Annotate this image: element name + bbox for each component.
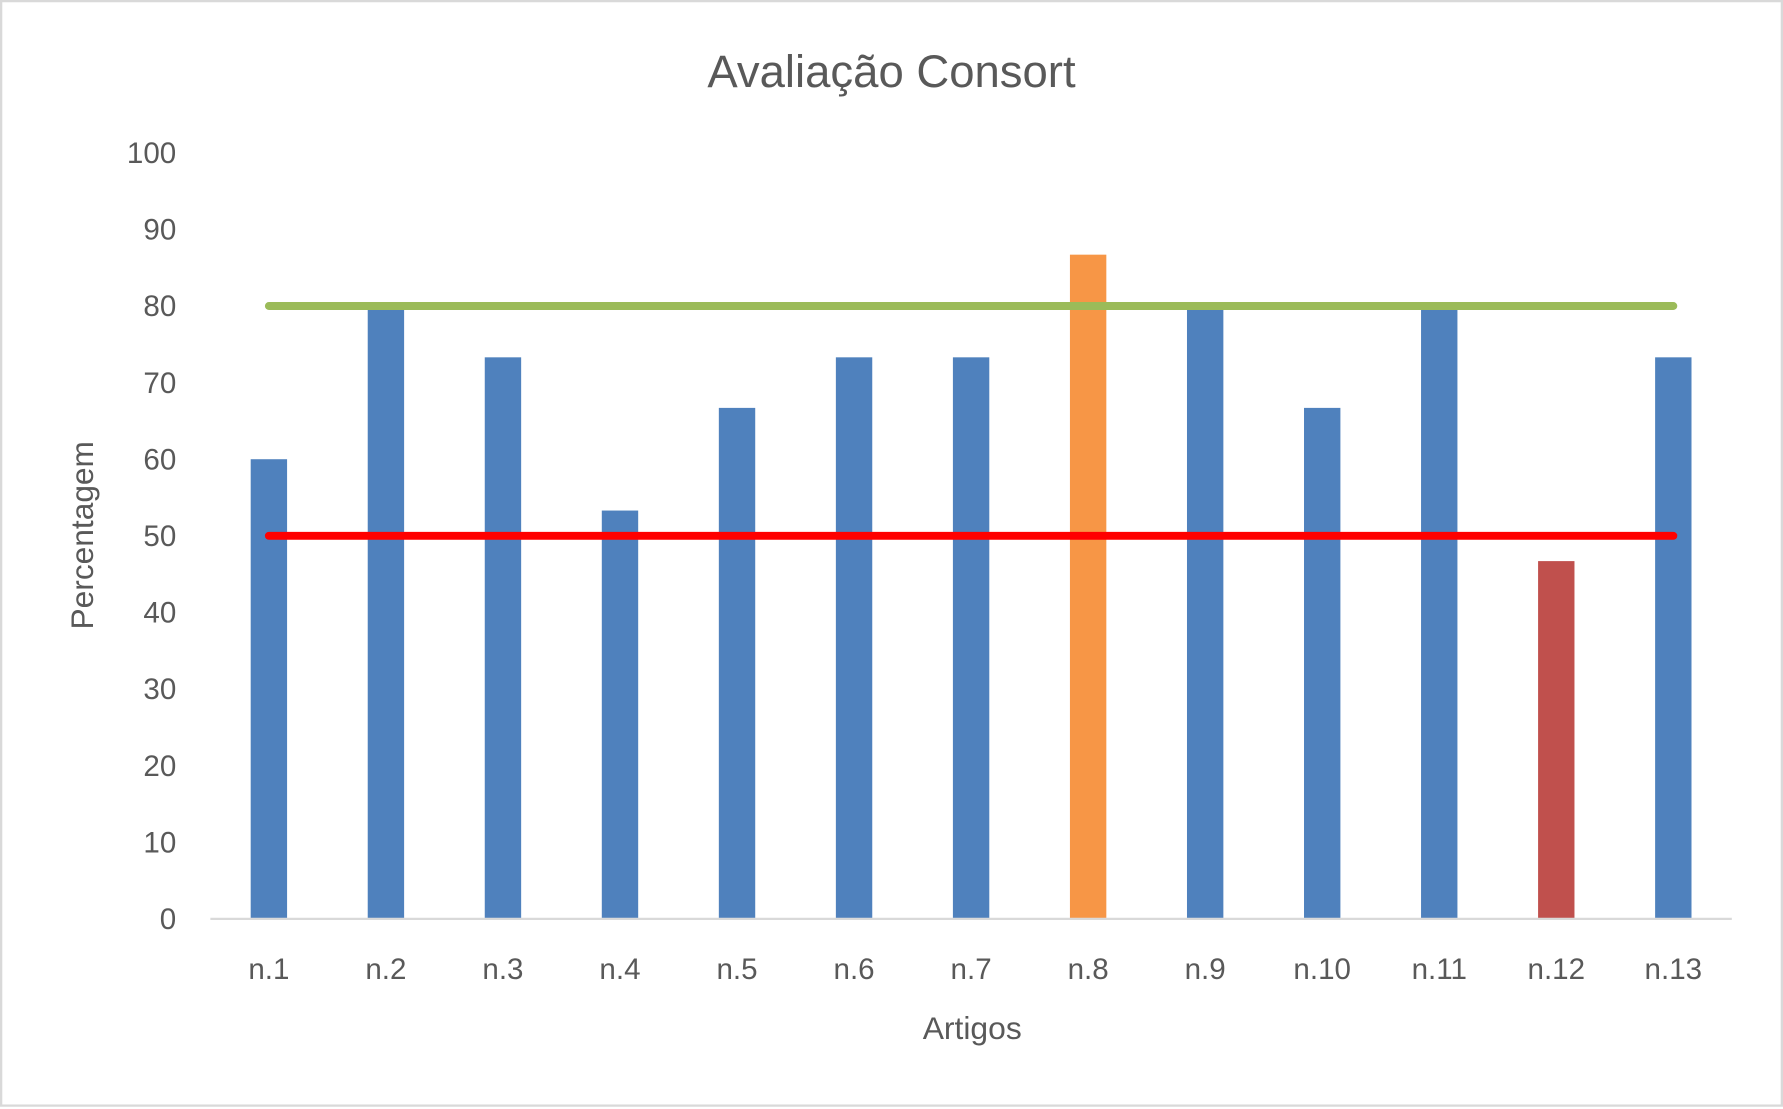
x-tick-label: n.1: [248, 953, 289, 986]
bar-n-4: [601, 510, 639, 919]
bar-n-3: [484, 357, 522, 919]
bar-n-12: [1538, 561, 1575, 919]
bar-n-5: [718, 407, 756, 919]
x-tick-label: n.13: [1645, 953, 1703, 986]
y-tick-label: 50: [143, 520, 176, 553]
y-tick-label: 80: [143, 290, 176, 323]
x-tick-label: n.5: [716, 953, 757, 986]
bar-n-8: [1069, 254, 1107, 919]
y-axis-label: Percentagem: [64, 441, 100, 629]
y-tick-label: 40: [143, 597, 176, 630]
bar-n-9: [1186, 305, 1224, 919]
x-tick-label: n.10: [1293, 953, 1351, 986]
y-tick-label: 20: [143, 750, 176, 783]
x-tick-label: n.11: [1412, 953, 1467, 986]
y-tick-label: 60: [143, 443, 176, 476]
chart-title: Avaliação Consort: [707, 46, 1076, 97]
y-tick-label: 100: [127, 137, 176, 170]
x-tick-label: n.3: [482, 953, 523, 986]
bar-n-10: [1304, 407, 1341, 919]
y-tick-label: 10: [143, 827, 176, 860]
y-tick-label: 70: [143, 367, 176, 400]
x-tick-label: n.9: [1185, 953, 1226, 986]
bar-n-1: [250, 459, 288, 919]
y-tick-label: 0: [160, 903, 176, 936]
bar-n-11: [1421, 305, 1458, 919]
x-tick-label: n.4: [599, 953, 640, 986]
y-tick-label: 30: [143, 673, 176, 706]
bar-n-7: [952, 357, 990, 919]
bar-n-6: [835, 357, 873, 919]
x-tick-label: n.12: [1528, 953, 1586, 986]
x-tick-label: n.8: [1068, 953, 1109, 986]
bar-n-2: [367, 305, 405, 919]
x-tick-label: n.2: [365, 953, 406, 986]
x-tick-label: n.6: [834, 953, 875, 986]
y-tick-label: 90: [143, 214, 176, 247]
x-axis-label: Artigos: [923, 1010, 1022, 1046]
bar-n-13: [1655, 357, 1692, 919]
x-tick-label: n.7: [951, 953, 992, 986]
